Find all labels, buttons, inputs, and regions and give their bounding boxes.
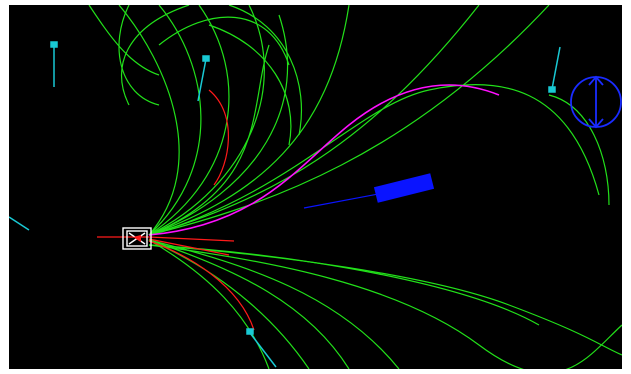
rejected-path (148, 240, 255, 331)
candidate-path (148, 239, 270, 369)
planner-viewport[interactable] (9, 5, 622, 369)
background (9, 5, 622, 369)
candidate-paths-lower (148, 239, 622, 369)
candidate-path (148, 83, 600, 236)
candidate-path (148, 244, 622, 356)
candidate-path (148, 239, 350, 369)
candidate-path (148, 5, 265, 236)
candidate-path (148, 5, 480, 236)
obstacle (303, 173, 435, 209)
candidate-path (158, 16, 290, 66)
rejected-path (208, 89, 230, 186)
candidate-path (148, 5, 350, 236)
obstacle-heading-line (303, 191, 390, 209)
rectangular-obstacle-icon (373, 173, 435, 203)
target-arrow (588, 75, 604, 129)
rejected-path (148, 238, 230, 256)
waypoint-pin-icon[interactable] (9, 216, 30, 231)
candidate-path (148, 5, 202, 236)
waypoint-pin-icon[interactable] (548, 46, 561, 93)
candidate-path (148, 5, 550, 236)
goal-target (570, 75, 622, 129)
selected-path (148, 84, 500, 236)
candidate-path (148, 239, 310, 369)
trajectory-canvas (9, 5, 622, 369)
candidate-path (208, 24, 292, 146)
candidate-path (148, 5, 230, 236)
candidate-path (148, 244, 540, 326)
waypoints (9, 41, 561, 368)
rejected-path (148, 236, 235, 242)
robot-body (122, 227, 152, 250)
robot-box-icon[interactable] (122, 227, 152, 250)
candidate-path (120, 5, 190, 106)
candidate-path (148, 14, 289, 236)
robot-inner (126, 230, 148, 247)
robot-center (133, 235, 141, 242)
candidate-path (548, 94, 610, 206)
waypoint-pin-icon[interactable] (50, 41, 58, 87)
candidate-paths-upper (88, 5, 610, 236)
candidate-path (118, 5, 180, 236)
candidate-path (88, 5, 160, 76)
candidate-path (148, 244, 622, 369)
waypoint-pin-icon[interactable] (246, 328, 277, 368)
candidate-path (148, 44, 270, 236)
waypoint-pin-icon[interactable] (197, 55, 210, 102)
candidate-path (228, 5, 303, 136)
